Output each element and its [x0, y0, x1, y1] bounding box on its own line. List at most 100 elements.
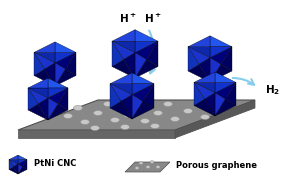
Polygon shape	[34, 69, 55, 86]
Polygon shape	[58, 88, 68, 110]
Ellipse shape	[91, 125, 99, 130]
Ellipse shape	[141, 119, 149, 123]
Polygon shape	[18, 100, 255, 130]
Polygon shape	[199, 58, 210, 82]
Polygon shape	[135, 60, 158, 78]
Polygon shape	[48, 98, 58, 120]
Polygon shape	[215, 82, 236, 93]
Polygon shape	[9, 160, 18, 164]
Polygon shape	[194, 99, 215, 116]
Ellipse shape	[193, 99, 202, 105]
Polygon shape	[9, 167, 18, 174]
Polygon shape	[188, 36, 210, 47]
Polygon shape	[221, 47, 232, 71]
Ellipse shape	[64, 114, 72, 119]
Polygon shape	[132, 84, 154, 101]
Ellipse shape	[164, 101, 172, 106]
Polygon shape	[34, 52, 55, 69]
Polygon shape	[18, 130, 175, 138]
Ellipse shape	[139, 162, 143, 164]
Polygon shape	[55, 52, 76, 69]
Polygon shape	[147, 41, 158, 67]
Polygon shape	[132, 95, 143, 119]
Polygon shape	[9, 160, 18, 167]
Polygon shape	[48, 88, 68, 104]
Ellipse shape	[201, 115, 210, 119]
Ellipse shape	[150, 161, 154, 163]
Polygon shape	[188, 47, 199, 71]
Ellipse shape	[93, 111, 103, 115]
Polygon shape	[28, 104, 48, 120]
Ellipse shape	[110, 118, 120, 122]
Ellipse shape	[80, 119, 89, 125]
Polygon shape	[194, 72, 215, 82]
Polygon shape	[28, 88, 38, 110]
Polygon shape	[188, 47, 210, 58]
Polygon shape	[132, 101, 154, 119]
Polygon shape	[135, 53, 147, 78]
Ellipse shape	[120, 125, 130, 129]
Polygon shape	[132, 84, 154, 95]
Polygon shape	[9, 160, 14, 170]
Polygon shape	[22, 160, 27, 170]
Polygon shape	[121, 95, 132, 119]
Polygon shape	[110, 101, 132, 119]
Polygon shape	[110, 84, 132, 95]
Polygon shape	[135, 30, 158, 41]
Polygon shape	[110, 84, 121, 108]
Polygon shape	[204, 93, 215, 116]
Polygon shape	[215, 93, 225, 116]
Ellipse shape	[146, 166, 150, 168]
Polygon shape	[110, 73, 132, 84]
Polygon shape	[110, 84, 132, 101]
Ellipse shape	[135, 167, 139, 169]
Polygon shape	[28, 88, 48, 104]
Polygon shape	[18, 164, 22, 174]
Ellipse shape	[153, 111, 162, 115]
Polygon shape	[34, 52, 55, 63]
Polygon shape	[112, 41, 124, 67]
Polygon shape	[210, 47, 232, 64]
Polygon shape	[188, 64, 210, 82]
Polygon shape	[45, 63, 55, 86]
Polygon shape	[34, 42, 55, 52]
Polygon shape	[28, 88, 48, 98]
Polygon shape	[38, 98, 48, 120]
Polygon shape	[125, 162, 170, 172]
Polygon shape	[48, 88, 68, 98]
Polygon shape	[34, 52, 45, 75]
Text: $\mathbf{H_2}$: $\mathbf{H_2}$	[265, 83, 280, 97]
Polygon shape	[55, 63, 66, 86]
Polygon shape	[210, 36, 232, 47]
Polygon shape	[143, 84, 154, 108]
Polygon shape	[112, 41, 135, 60]
Polygon shape	[55, 52, 76, 63]
Text: PtNi CNC: PtNi CNC	[34, 159, 76, 167]
Text: $\mathbf{H^+}$  $\mathbf{H^+}$: $\mathbf{H^+}$ $\mathbf{H^+}$	[119, 12, 161, 25]
Polygon shape	[48, 78, 68, 88]
Polygon shape	[112, 30, 135, 41]
Polygon shape	[225, 82, 236, 105]
Polygon shape	[9, 155, 18, 160]
Text: Porous graphene: Porous graphene	[176, 161, 257, 170]
Polygon shape	[55, 69, 76, 86]
Polygon shape	[135, 41, 158, 60]
Ellipse shape	[183, 108, 193, 114]
Polygon shape	[210, 47, 232, 58]
Polygon shape	[48, 104, 68, 120]
Polygon shape	[215, 72, 236, 82]
Ellipse shape	[224, 98, 233, 102]
Polygon shape	[112, 41, 135, 53]
Polygon shape	[210, 58, 221, 82]
Polygon shape	[14, 164, 18, 174]
Polygon shape	[188, 47, 210, 64]
Polygon shape	[132, 73, 154, 84]
Ellipse shape	[214, 106, 222, 112]
Polygon shape	[112, 60, 135, 78]
Polygon shape	[215, 82, 236, 99]
Polygon shape	[18, 160, 27, 167]
Polygon shape	[55, 42, 76, 52]
Polygon shape	[210, 64, 232, 82]
Polygon shape	[124, 53, 135, 78]
Polygon shape	[175, 100, 255, 138]
